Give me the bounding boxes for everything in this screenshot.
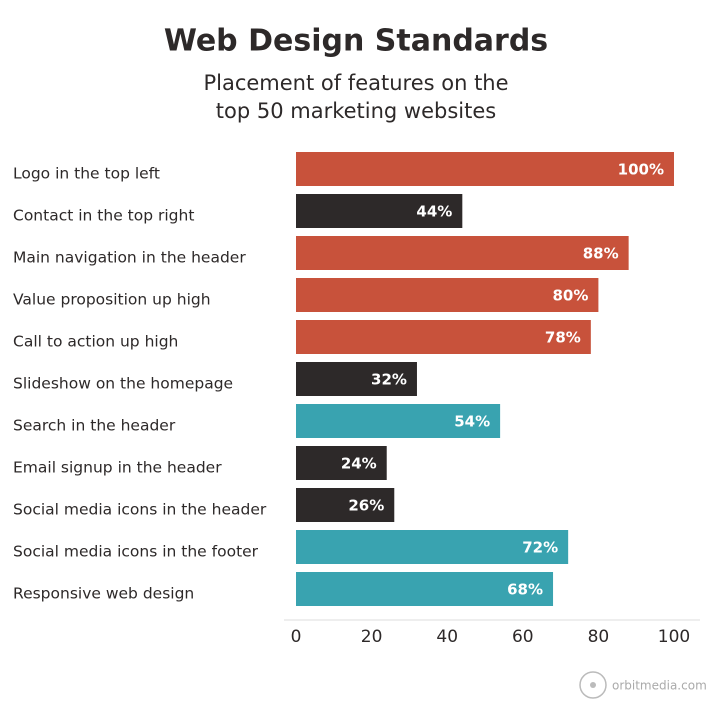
bar: [296, 152, 674, 186]
logo-icon: [579, 671, 607, 699]
bar-value-label: 24%: [341, 455, 377, 473]
watermark: orbitmedia.com: [612, 679, 707, 693]
x-tick-label: 20: [361, 627, 383, 647]
y-tick-label: Contact in the top right: [13, 207, 194, 225]
bar: [296, 530, 569, 564]
y-tick-label: Call to action up high: [13, 333, 178, 351]
bar-value-label: 72%: [522, 539, 558, 557]
bar: [296, 572, 554, 606]
y-tick-label: Main navigation in the header: [13, 249, 246, 267]
bar: [296, 194, 463, 228]
bar: [296, 446, 387, 480]
chart-title: Web Design Standards: [164, 24, 548, 59]
bar-value-label: 100%: [618, 161, 664, 179]
bar-value-label: 78%: [545, 329, 581, 347]
bar-value-label: 80%: [552, 287, 588, 305]
bar: [296, 404, 501, 438]
bar-value-label: 44%: [416, 203, 452, 221]
y-tick-label: Email signup in the header: [13, 459, 222, 477]
x-tick-label: 40: [436, 627, 458, 647]
bar: [296, 488, 395, 522]
y-tick-label: Logo in the top left: [13, 165, 160, 183]
bar-value-label: 26%: [348, 497, 384, 515]
chart-subtitle: top 50 marketing websites: [216, 99, 496, 123]
bar-value-label: 88%: [583, 245, 619, 263]
logo-icon-dot: [590, 682, 596, 688]
bar-value-label: 32%: [371, 371, 407, 389]
y-tick-label: Social media icons in the footer: [13, 543, 259, 561]
x-tick-label: 0: [291, 627, 302, 647]
x-tick-label: 80: [588, 627, 610, 647]
y-tick-label: Social media icons in the header: [13, 501, 267, 519]
bar: [296, 320, 591, 354]
bar: [296, 362, 417, 396]
x-tick-label: 100: [658, 627, 690, 647]
y-tick-label: Responsive web design: [13, 585, 194, 603]
y-tick-label: Search in the header: [13, 417, 176, 435]
chart-subtitle: Placement of features on the: [203, 71, 508, 95]
y-tick-label: Value proposition up high: [13, 291, 211, 309]
bar: [296, 236, 629, 270]
y-tick-label: Slideshow on the homepage: [13, 375, 233, 393]
bar-value-label: 68%: [507, 581, 543, 599]
x-tick-label: 60: [512, 627, 534, 647]
bar: [296, 278, 599, 312]
bar-value-label: 54%: [454, 413, 490, 431]
